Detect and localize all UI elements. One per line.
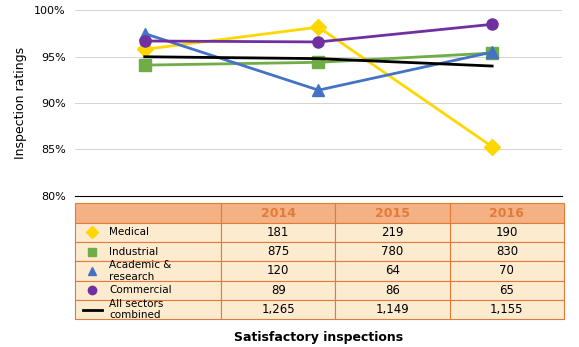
FancyBboxPatch shape	[75, 223, 221, 242]
FancyBboxPatch shape	[75, 242, 221, 261]
Text: All sectors
combined: All sectors combined	[109, 299, 164, 320]
FancyBboxPatch shape	[221, 223, 335, 242]
Text: 65: 65	[500, 284, 514, 297]
Text: 1,265: 1,265	[262, 303, 295, 316]
FancyBboxPatch shape	[450, 203, 564, 223]
FancyBboxPatch shape	[450, 223, 564, 242]
Text: 64: 64	[385, 264, 400, 278]
FancyBboxPatch shape	[335, 223, 450, 242]
FancyBboxPatch shape	[450, 281, 564, 300]
FancyBboxPatch shape	[75, 300, 221, 319]
Text: Satisfactory inspections: Satisfactory inspections	[234, 331, 403, 344]
FancyBboxPatch shape	[221, 242, 335, 261]
Text: 219: 219	[382, 226, 404, 239]
FancyBboxPatch shape	[75, 203, 221, 223]
Text: 830: 830	[496, 245, 518, 258]
FancyBboxPatch shape	[221, 300, 335, 319]
FancyBboxPatch shape	[335, 281, 450, 300]
FancyBboxPatch shape	[335, 242, 450, 261]
FancyBboxPatch shape	[221, 203, 335, 223]
FancyBboxPatch shape	[335, 203, 450, 223]
Text: 181: 181	[267, 226, 290, 239]
Text: 780: 780	[382, 245, 404, 258]
Text: 2016: 2016	[489, 206, 525, 220]
FancyBboxPatch shape	[450, 300, 564, 319]
Text: Commercial: Commercial	[109, 285, 172, 295]
FancyBboxPatch shape	[335, 300, 450, 319]
Text: Medical: Medical	[109, 227, 149, 237]
FancyBboxPatch shape	[450, 242, 564, 261]
Text: Academic &
research: Academic & research	[109, 260, 172, 282]
Text: 875: 875	[267, 245, 290, 258]
Text: 1,155: 1,155	[490, 303, 523, 316]
FancyBboxPatch shape	[75, 261, 221, 281]
FancyBboxPatch shape	[335, 261, 450, 281]
Text: 1,149: 1,149	[376, 303, 409, 316]
Text: Industrial: Industrial	[109, 247, 159, 257]
Text: 190: 190	[496, 226, 518, 239]
Text: 86: 86	[385, 284, 400, 297]
Text: 2015: 2015	[375, 206, 410, 220]
FancyBboxPatch shape	[221, 261, 335, 281]
Text: 89: 89	[271, 284, 286, 297]
Text: 120: 120	[267, 264, 290, 278]
Text: 2014: 2014	[261, 206, 296, 220]
FancyBboxPatch shape	[450, 261, 564, 281]
Text: 70: 70	[500, 264, 514, 278]
FancyBboxPatch shape	[75, 281, 221, 300]
Y-axis label: Inspection ratings: Inspection ratings	[14, 47, 27, 159]
FancyBboxPatch shape	[221, 281, 335, 300]
